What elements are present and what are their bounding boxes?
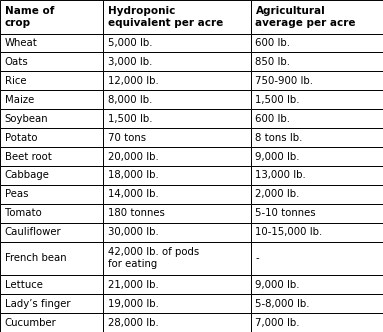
Text: 12,000 lb.: 12,000 lb. bbox=[108, 76, 159, 86]
Text: 30,000 lb.: 30,000 lb. bbox=[108, 227, 159, 237]
Bar bbox=[103, 223, 251, 242]
Text: 42,000 lb. of pods
for eating: 42,000 lb. of pods for eating bbox=[108, 247, 199, 270]
Text: -: - bbox=[255, 253, 259, 264]
Bar bbox=[0, 166, 103, 185]
Bar bbox=[251, 0, 383, 34]
Text: 21,000 lb.: 21,000 lb. bbox=[108, 280, 159, 290]
Bar bbox=[251, 128, 383, 147]
Bar bbox=[0, 34, 103, 52]
Bar bbox=[103, 185, 251, 204]
Text: French bean: French bean bbox=[5, 253, 66, 264]
Text: Hydroponic
equivalent per acre: Hydroponic equivalent per acre bbox=[108, 6, 223, 28]
Text: 600 lb.: 600 lb. bbox=[255, 114, 290, 124]
Text: Wheat: Wheat bbox=[5, 38, 38, 48]
Text: 850 lb.: 850 lb. bbox=[255, 57, 290, 67]
Bar bbox=[251, 294, 383, 313]
Text: 9,000 lb.: 9,000 lb. bbox=[255, 280, 300, 290]
Bar bbox=[103, 109, 251, 128]
Text: Maize: Maize bbox=[5, 95, 34, 105]
Text: 180 tonnes: 180 tonnes bbox=[108, 208, 165, 218]
Bar bbox=[0, 109, 103, 128]
Text: 10-15,000 lb.: 10-15,000 lb. bbox=[255, 227, 323, 237]
Bar bbox=[251, 71, 383, 90]
Text: 8,000 lb.: 8,000 lb. bbox=[108, 95, 152, 105]
Bar bbox=[103, 204, 251, 223]
Text: Cucumber: Cucumber bbox=[5, 317, 56, 328]
Text: 13,000 lb.: 13,000 lb. bbox=[255, 170, 306, 181]
Bar bbox=[251, 90, 383, 109]
Text: 70 tons: 70 tons bbox=[108, 132, 146, 143]
Bar bbox=[251, 166, 383, 185]
Bar bbox=[0, 275, 103, 294]
Bar bbox=[251, 313, 383, 332]
Bar bbox=[0, 242, 103, 275]
Bar bbox=[0, 147, 103, 166]
Text: Rice: Rice bbox=[5, 76, 26, 86]
Bar bbox=[0, 90, 103, 109]
Bar bbox=[0, 128, 103, 147]
Bar bbox=[103, 294, 251, 313]
Text: 3,000 lb.: 3,000 lb. bbox=[108, 57, 152, 67]
Bar bbox=[251, 147, 383, 166]
Text: 18,000 lb.: 18,000 lb. bbox=[108, 170, 159, 181]
Bar bbox=[251, 34, 383, 52]
Text: Cabbage: Cabbage bbox=[5, 170, 49, 181]
Bar bbox=[103, 128, 251, 147]
Text: Potato: Potato bbox=[5, 132, 37, 143]
Bar bbox=[103, 52, 251, 71]
Text: 750-900 lb.: 750-900 lb. bbox=[255, 76, 313, 86]
Text: 28,000 lb.: 28,000 lb. bbox=[108, 317, 159, 328]
Text: 19,000 lb.: 19,000 lb. bbox=[108, 298, 159, 309]
Text: 5,000 lb.: 5,000 lb. bbox=[108, 38, 152, 48]
Text: 600 lb.: 600 lb. bbox=[255, 38, 290, 48]
Bar bbox=[0, 204, 103, 223]
Text: 5-8,000 lb.: 5-8,000 lb. bbox=[255, 298, 310, 309]
Bar bbox=[103, 0, 251, 34]
Bar bbox=[103, 90, 251, 109]
Bar bbox=[251, 242, 383, 275]
Bar bbox=[0, 0, 103, 34]
Bar bbox=[251, 185, 383, 204]
Bar bbox=[103, 34, 251, 52]
Text: Lettuce: Lettuce bbox=[5, 280, 43, 290]
Text: 8 tons lb.: 8 tons lb. bbox=[255, 132, 303, 143]
Bar bbox=[103, 275, 251, 294]
Bar bbox=[103, 166, 251, 185]
Bar bbox=[103, 147, 251, 166]
Text: Peas: Peas bbox=[5, 189, 28, 200]
Bar bbox=[103, 242, 251, 275]
Text: Agricultural
average per acre: Agricultural average per acre bbox=[255, 6, 356, 28]
Text: Lady’s finger: Lady’s finger bbox=[5, 298, 70, 309]
Text: 9,000 lb.: 9,000 lb. bbox=[255, 151, 300, 162]
Text: Cauliflower: Cauliflower bbox=[5, 227, 61, 237]
Text: 1,500 lb.: 1,500 lb. bbox=[255, 95, 300, 105]
Bar bbox=[0, 71, 103, 90]
Text: Tomato: Tomato bbox=[5, 208, 41, 218]
Bar bbox=[0, 313, 103, 332]
Text: Oats: Oats bbox=[5, 57, 28, 67]
Text: 14,000 lb.: 14,000 lb. bbox=[108, 189, 159, 200]
Text: 5-10 tonnes: 5-10 tonnes bbox=[255, 208, 316, 218]
Bar bbox=[103, 71, 251, 90]
Text: 2,000 lb.: 2,000 lb. bbox=[255, 189, 300, 200]
Text: Soybean: Soybean bbox=[5, 114, 48, 124]
Text: 7,000 lb.: 7,000 lb. bbox=[255, 317, 300, 328]
Bar bbox=[251, 109, 383, 128]
Bar bbox=[251, 223, 383, 242]
Bar bbox=[251, 52, 383, 71]
Bar bbox=[103, 313, 251, 332]
Bar bbox=[0, 223, 103, 242]
Bar bbox=[0, 185, 103, 204]
Text: 20,000 lb.: 20,000 lb. bbox=[108, 151, 159, 162]
Bar bbox=[251, 275, 383, 294]
Text: Name of
crop: Name of crop bbox=[5, 6, 54, 28]
Bar bbox=[0, 294, 103, 313]
Text: Beet root: Beet root bbox=[5, 151, 51, 162]
Bar bbox=[0, 52, 103, 71]
Bar bbox=[251, 204, 383, 223]
Text: 1,500 lb.: 1,500 lb. bbox=[108, 114, 152, 124]
